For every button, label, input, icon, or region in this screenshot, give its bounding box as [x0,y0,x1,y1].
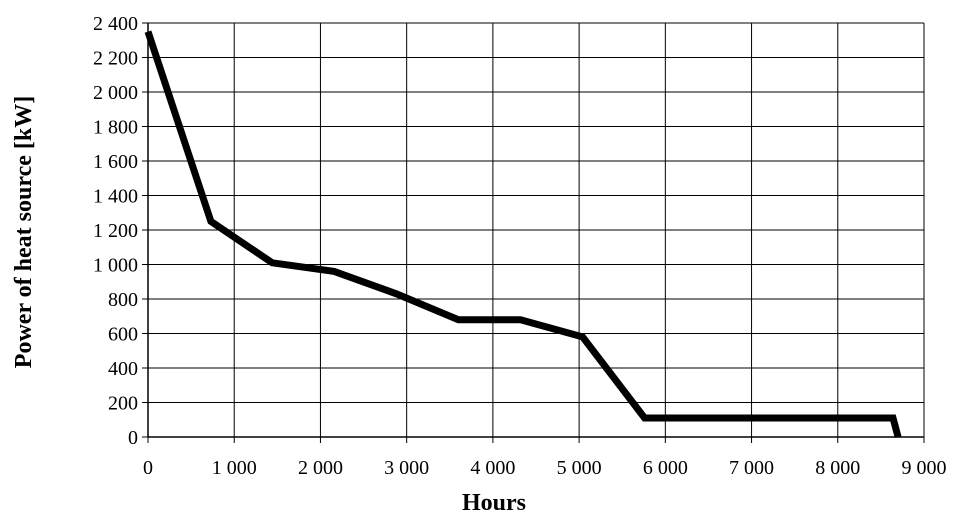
x-tick-label: 6 000 [643,457,688,479]
y-tick-label: 2 200 [93,48,138,70]
y-tick-label: 1 200 [93,220,138,242]
y-tick-label: 1 000 [93,255,138,277]
grid [148,22,925,437]
y-tick-label: 2 000 [93,82,138,104]
x-tick-label: 8 000 [815,457,860,479]
x-tick-label: 1 000 [212,457,257,479]
y-tick-label: 400 [108,358,138,380]
y-tick-label: 1 400 [93,186,138,208]
y-tick-label: 2 400 [93,13,138,35]
x-tick-label: 2 000 [298,457,343,479]
y-tick-label: 1 800 [93,117,138,139]
x-tick-label: 9 000 [902,457,947,479]
y-axis-title: Power of heat source [kW] [11,96,37,368]
y-tick-label: 800 [108,289,138,311]
x-tick-label: 3 000 [384,457,429,479]
x-tick-label: 4 000 [470,457,515,479]
y-tick-label: 200 [108,393,138,415]
series-layer [144,30,902,438]
series-line [144,30,902,438]
tick-labels: 0 200 400 600 800 1 000 1 200 1 400 1 600 1 800 2 … [93,13,947,479]
axes [142,22,925,443]
x-axis-title: Hours [462,490,526,516]
x-tick-label: 7 000 [729,457,774,479]
y-tick-label: 1 600 [93,151,138,173]
y-tick-label: 600 [108,324,138,346]
x-tick-label: 0 [143,457,153,479]
x-tick-label: 5 000 [557,457,602,479]
y-tick-label: 0 [128,427,138,449]
